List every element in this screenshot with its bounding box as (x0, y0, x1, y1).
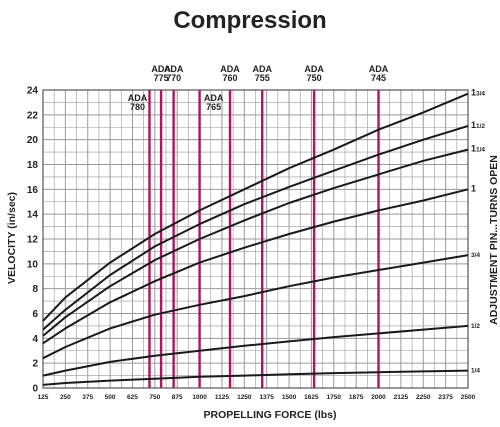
curve-1-1-2 (42, 125, 469, 331)
ada-model-775: 775 (154, 73, 169, 83)
y-tick-label: 14 (27, 210, 39, 221)
x-tick-label: 750 (149, 394, 160, 401)
x-tick-label: 2000 (371, 394, 386, 401)
y-tick-label: 2 (32, 359, 38, 370)
ada-model-755: 755 (255, 73, 270, 83)
ada-label-775: ADA (151, 64, 171, 74)
y-tick-label: 8 (32, 284, 38, 295)
curve-label-1: 1 (471, 183, 476, 193)
x-tick-label: 250 (60, 394, 71, 401)
right-axis-label: ADJUSTMENT PIN...TURNS OPEN (488, 155, 500, 325)
y-tick-label: 4 (32, 334, 38, 345)
curve-1-2 (42, 324, 469, 377)
curve-label-1-1-2: 11/2 (471, 120, 485, 130)
x-tick-label: 1125 (215, 394, 229, 401)
y-tick-label: 10 (27, 259, 39, 270)
y-tick-label: 18 (27, 160, 39, 171)
ada-label-745: ADA (369, 64, 389, 74)
ada-model-760: 760 (222, 73, 237, 83)
y-axis-label: VELOCITY (in/sec) (6, 192, 18, 284)
x-tick-label: 1375 (259, 394, 274, 401)
curve-label-1-2: 1/2 (471, 323, 480, 330)
chart-title: Compression (173, 7, 326, 34)
ada-model-780: 780 (130, 102, 145, 112)
ada-label-755: ADA (252, 64, 272, 74)
x-tick-label: 2250 (416, 394, 431, 401)
x-tick-label: 875 (172, 394, 183, 401)
y-tick-label: 0 (32, 384, 38, 395)
ada-model-765: 765 (206, 102, 221, 112)
y-tick-label: 20 (27, 135, 39, 146)
y-tick-label: 16 (27, 185, 39, 196)
curve-3-4 (42, 254, 469, 360)
x-tick-label: 1000 (192, 394, 207, 401)
x-tick-label: 1625 (304, 394, 319, 401)
y-tick-label: 6 (32, 309, 38, 320)
curve-label-1-3-4: 13/4 (471, 88, 485, 98)
velocity-curves (42, 92, 469, 386)
x-tick-label: 1250 (237, 394, 252, 401)
ada-label-780: ADA (128, 93, 148, 103)
x-tick-label: 2500 (461, 394, 476, 401)
curve-1-4 (42, 369, 469, 386)
ada-label-770: ADA (164, 64, 184, 74)
curve-label-1-4: 1/4 (471, 368, 480, 375)
x-tick-label: 1500 (282, 394, 297, 401)
x-tick-label: 1875 (349, 394, 364, 401)
x-tick-label: 125 (38, 394, 49, 401)
y-tick-label: 22 (27, 110, 39, 121)
x-tick-label: 500 (105, 394, 116, 401)
x-tick-label: 2375 (438, 394, 453, 401)
ada-reference-lines: ADA780ADA775ADA770ADA765ADA760ADA755ADA7… (128, 64, 389, 388)
x-tick-label: 2125 (394, 394, 409, 401)
chart-grid (42, 89, 469, 389)
y-tick-label: 12 (27, 235, 39, 246)
ada-model-750: 750 (307, 73, 322, 83)
x-tick-label: 1750 (327, 394, 342, 401)
curve-label-3-4: 3/4 (471, 252, 480, 259)
curve-1-3-4 (42, 92, 469, 322)
x-tick-label: 625 (127, 394, 138, 401)
curve-label-1-1-4: 11/4 (471, 144, 485, 154)
ada-label-760: ADA (220, 64, 240, 74)
ada-label-750: ADA (304, 64, 324, 74)
ada-model-745: 745 (371, 73, 386, 83)
y-tick-label: 24 (27, 86, 39, 97)
x-axis-label: PROPELLING FORCE (lbs) (203, 409, 336, 421)
ada-model-770: 770 (166, 73, 181, 83)
plot-frame (42, 89, 469, 389)
x-tick-label: 375 (82, 394, 93, 401)
x-tick-labels: 125 250 375 500 625 750 875 1000 1125 1250 1375 150… (38, 394, 476, 401)
ada-label-765: ADA (204, 93, 224, 103)
curve-labels: 1/4 1/2 3/4 1 11/4 11/2 13/4 (471, 88, 485, 375)
curve-1 (42, 188, 469, 345)
curve-1-1-4 (42, 148, 469, 337)
